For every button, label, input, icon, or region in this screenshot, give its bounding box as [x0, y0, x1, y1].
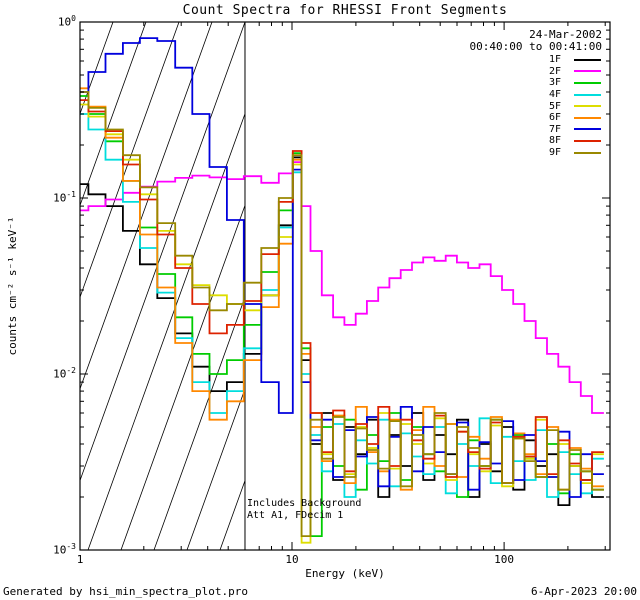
legend-item-7F: 7F — [549, 124, 601, 136]
annotation-attenuator-state: Att A1, FDecim 1 — [247, 510, 344, 521]
legend-color-swatch — [574, 151, 601, 154]
observation-time-range: 00:40:00 to 00:41:00 — [469, 40, 602, 53]
legend-color-swatch — [574, 128, 601, 131]
series-6F — [80, 87, 604, 491]
legend-label: 6F — [549, 112, 562, 124]
legend-label: 1F — [549, 54, 562, 66]
legend-label: 4F — [549, 89, 562, 101]
plot-frame — [79, 21, 611, 551]
footer-timestamp: 6-Apr-2023 20:00 — [531, 585, 637, 598]
y-tick-label: 10-1 — [53, 190, 76, 205]
series-2F — [80, 161, 604, 414]
y-tick-label: 10-3 — [53, 542, 76, 557]
legend-color-swatch — [574, 93, 601, 96]
legend-color-swatch — [574, 116, 601, 119]
annotation-includes-background: Includes Background — [247, 498, 362, 509]
legend-color-swatch — [574, 139, 601, 142]
legend-item-8F: 8F — [549, 135, 601, 147]
legend-color-swatch — [574, 58, 601, 61]
x-axis-label: Energy (keV) — [305, 567, 385, 580]
y-tick-label: 10-2 — [53, 366, 76, 381]
x-tick-label: 1 — [76, 553, 84, 566]
legend-label: 8F — [549, 135, 562, 147]
legend: 1F 2F 3F 4F 5F 6F 7F 8F 9F — [549, 54, 601, 158]
legend-color-swatch — [574, 81, 601, 84]
footer-generator-note: Generated by hsi_min_spectra_plot.pro — [3, 585, 249, 598]
chart-title: Count Spectra for RHESSI Front Segments — [182, 3, 508, 18]
legend-label: 2F — [549, 65, 562, 77]
y-tick-label: 100 — [57, 14, 76, 29]
legend-label: 5F — [549, 100, 562, 112]
observation-date: 24-Mar-2002 — [529, 28, 602, 41]
legend-label: 3F — [549, 77, 562, 89]
series-7F — [80, 37, 604, 498]
legend-item-2F: 2F — [549, 66, 601, 78]
legend-item-3F: 3F — [549, 77, 601, 89]
legend-color-swatch — [574, 70, 601, 73]
series-9F — [80, 91, 604, 537]
x-tick-label: 100 — [494, 553, 514, 566]
legend-color-swatch — [574, 105, 601, 108]
legend-item-4F: 4F — [549, 89, 601, 101]
y-axis-label: counts cm⁻² s⁻¹ keV⁻¹ — [6, 216, 19, 356]
legend-label: 9F — [549, 147, 562, 159]
hatched-region — [79, 21, 246, 551]
legend-item-1F: 1F — [549, 54, 601, 66]
axis-ticks — [79, 21, 610, 551]
legend-item-6F: 6F — [549, 112, 601, 124]
x-tick-label: 10 — [285, 553, 299, 566]
legend-item-9F: 9F — [549, 147, 601, 159]
series-8F — [80, 99, 604, 484]
legend-item-5F: 5F — [549, 100, 601, 112]
legend-label: 7F — [549, 123, 562, 135]
